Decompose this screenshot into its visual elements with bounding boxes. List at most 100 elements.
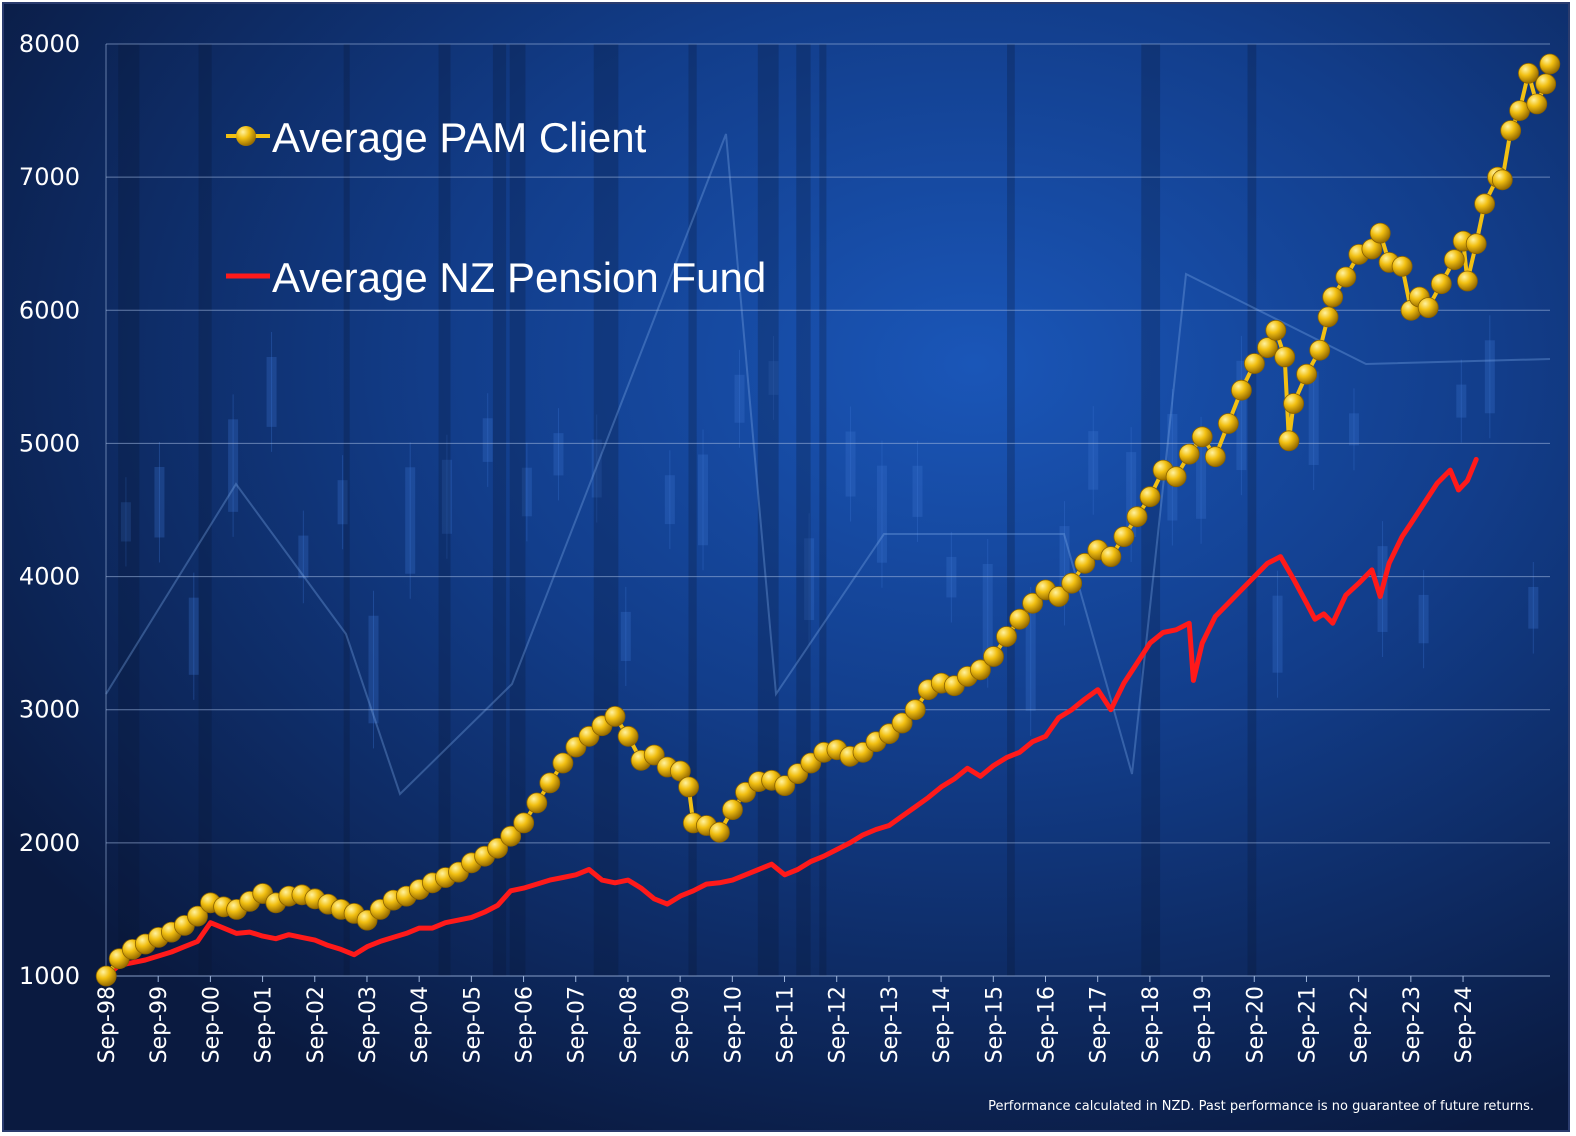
data-point-pam (1244, 353, 1265, 374)
data-point-pam (1139, 486, 1161, 508)
decor-candle (1308, 371, 1319, 465)
data-point-pam (1518, 62, 1539, 84)
x-tick-label: Sep-12 (826, 986, 851, 1063)
data-point-pam (617, 725, 639, 747)
y-tick-label: 6000 (19, 296, 80, 324)
x-tick-label: Sep-22 (1348, 986, 1373, 1063)
decor-candle (1418, 594, 1429, 644)
decor-candle (982, 563, 993, 663)
data-point-pam (1535, 73, 1557, 95)
data-point-pam (1022, 592, 1043, 614)
x-tick-label: Sep-11 (774, 986, 799, 1063)
decor-candle (1196, 441, 1207, 519)
decor-candle (228, 419, 239, 512)
decor-candle (620, 611, 631, 661)
data-point-pam (1165, 466, 1187, 488)
data-point-pam (1257, 337, 1278, 359)
decor-candle (1025, 612, 1036, 711)
y-tick-label: 5000 (19, 429, 80, 457)
legend-pam-label: Average PAM Client (272, 114, 647, 161)
data-point-pam (1126, 506, 1148, 528)
background-decoration (105, 44, 1551, 976)
data-point-pam (1061, 572, 1083, 594)
y-tick-label: 2000 (19, 829, 80, 857)
decor-stripe (509, 44, 526, 976)
decor-candle (1484, 340, 1495, 414)
decor-candle (521, 467, 532, 517)
grid-lines (105, 43, 1550, 977)
decor-stripe (198, 44, 212, 976)
decor-candle (1126, 452, 1137, 537)
decor-trend (105, 133, 1551, 796)
x-tick-label: Sep-02 (304, 986, 329, 1063)
data-point-pam (1296, 363, 1317, 385)
decor-candle (912, 465, 923, 517)
decor-stripe (438, 44, 451, 976)
decor-stripe (1007, 44, 1015, 976)
x-tick-label: Sep-21 (1295, 986, 1320, 1063)
data-point-pam (1048, 586, 1070, 607)
decor-candle (266, 356, 277, 427)
decor-candle (1088, 431, 1099, 490)
chart-background (4, 4, 1568, 1130)
data-point-pam (904, 699, 926, 721)
x-tick-label: Sep-24 (1452, 986, 1477, 1063)
decor-candle (804, 538, 815, 621)
data-point-pam (1283, 393, 1304, 414)
x-tick-label: Sep-01 (252, 986, 277, 1063)
data-point-pam (1417, 297, 1439, 319)
data-point-pam (1322, 286, 1344, 308)
footnote: Performance calculated in NZD. Past perf… (988, 1099, 1534, 1114)
data-point-pam (95, 965, 117, 987)
data-point-pam (1391, 255, 1413, 277)
decor-candle (188, 597, 199, 675)
decor-stripe (757, 44, 779, 976)
data-point-pam (526, 792, 548, 814)
x-tick-label: Sep-13 (878, 986, 903, 1063)
x-tick-label: Sep-05 (460, 986, 485, 1063)
data-point-pam (1539, 53, 1561, 75)
decor-candle (553, 433, 564, 476)
y-tick-label: 1000 (19, 962, 80, 990)
x-tick-label: Sep-98 (95, 986, 120, 1063)
data-point-pam (1009, 608, 1030, 630)
x-tick-label: Sep-20 (1243, 986, 1268, 1063)
decor-stripe (688, 44, 697, 976)
data-point-pam (983, 646, 1004, 667)
data-point-pam (678, 776, 699, 798)
data-point-pam (970, 659, 991, 681)
legend-item-nz: Average NZ Pension Fund (226, 254, 766, 301)
data-point-pam (1457, 270, 1478, 292)
series-pam-client (95, 53, 1561, 987)
x-tick-label: Sep-06 (513, 986, 538, 1063)
legend-nz-label: Average NZ Pension Fund (272, 254, 766, 301)
series-line-nz-pension-fund (103, 456, 1479, 979)
decor-stripe (492, 44, 507, 976)
decor-candle (405, 467, 416, 574)
decor-stripe (1247, 44, 1257, 976)
decor-candle (1236, 360, 1247, 471)
x-tick-label: Sep-10 (721, 986, 746, 1063)
x-tick-label: Sep-04 (408, 986, 433, 1063)
decor-candle (1528, 586, 1539, 629)
data-point-pam (1465, 233, 1487, 255)
decor-candle (845, 431, 856, 497)
x-tick-label: Sep-15 (982, 986, 1007, 1063)
y-tick-label: 4000 (19, 563, 80, 591)
x-tick-label: Sep-99 (147, 986, 172, 1063)
y-tick-label: 7000 (19, 163, 80, 191)
decor-candle (154, 466, 165, 538)
data-point-pam (604, 706, 626, 727)
data-point-pam (539, 772, 561, 794)
legend-pam-marker (236, 126, 256, 146)
decor-candle (768, 361, 779, 395)
decor-candle (946, 556, 957, 598)
data-point-pam (487, 837, 509, 859)
data-point-pam (1309, 339, 1331, 361)
data-point-pam (1113, 526, 1135, 547)
decor-stripe (343, 44, 350, 976)
decor-stripe (796, 44, 811, 976)
decor-stripe (1141, 44, 1161, 976)
x-tick-label: Sep-18 (1139, 986, 1164, 1063)
